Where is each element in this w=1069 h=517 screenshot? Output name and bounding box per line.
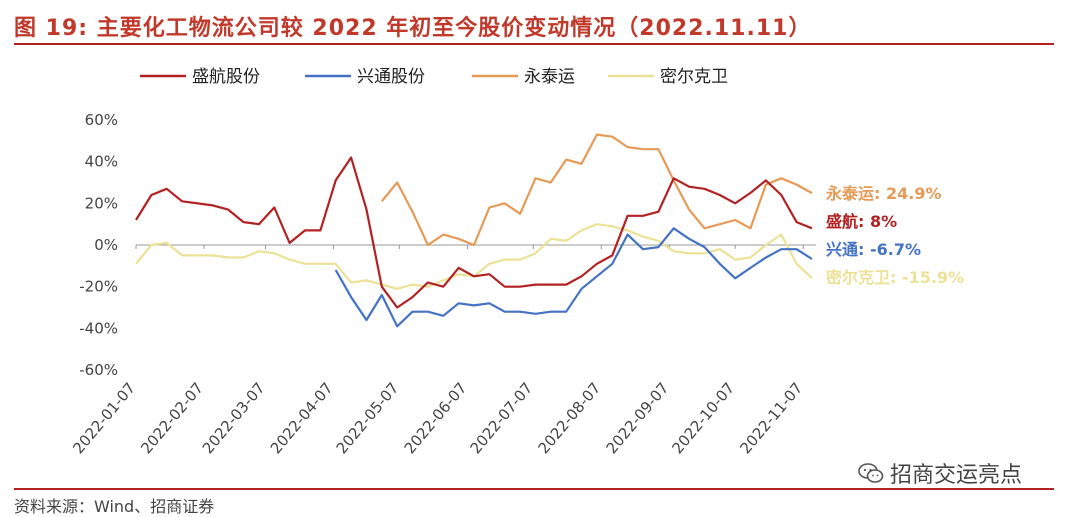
- series-line: [135, 156, 813, 309]
- x-tick-label: 2022-11-07: [736, 379, 806, 457]
- title-divider: [14, 43, 1054, 45]
- x-tick-label: 2022-03-07: [199, 379, 269, 457]
- legend-label: 盛航股份: [192, 67, 260, 87]
- x-tick-label: 2022-04-07: [267, 379, 337, 457]
- series-line: [380, 133, 813, 247]
- legend-label: 兴通股份: [357, 67, 425, 87]
- series-line: [334, 227, 813, 328]
- y-tick-label: 40%: [85, 153, 118, 171]
- x-tick-label: 2022-06-07: [401, 379, 471, 457]
- y-axis: 60% 40% 20% 0% -20% -40% -60%: [79, 111, 118, 379]
- y-tick-label: 20%: [85, 194, 118, 212]
- x-tick-label: 2022-09-07: [603, 379, 673, 457]
- x-tick-label: 2022-08-07: [535, 379, 605, 457]
- x-tick-label: 2022-02-07: [137, 379, 207, 457]
- wechat-icon: [858, 463, 884, 483]
- x-axis: 2022-01-072022-02-072022-03-072022-04-07…: [69, 244, 816, 457]
- chart-legend: 盛航股份 兴通股份 永泰运 密尔克卫: [140, 67, 728, 87]
- y-tick-label: -40%: [79, 319, 118, 337]
- source-note: 资料来源：Wind、招商证券: [14, 497, 215, 516]
- legend-label: 永泰运: [524, 67, 575, 87]
- footer-divider: [14, 488, 1054, 490]
- end-value-annotations: 永泰运: 24.9% 盛航: 8% 兴通: -6.7% 密尔克卫: -15.9%: [825, 184, 964, 287]
- legend-label: 密尔克卫: [660, 67, 728, 87]
- series-lines: [135, 133, 813, 328]
- x-tick-label: 2022-07-07: [466, 379, 536, 457]
- y-tick-label: 0%: [94, 236, 118, 254]
- line-chart: 盛航股份 兴通股份 永泰运 密尔克卫 60%40%20%0%-20%-40%-60% …: [69, 67, 964, 457]
- watermark-text: 招商交运亮点: [890, 463, 1023, 488]
- annotation-label: 密尔克卫: -15.9%: [825, 268, 964, 287]
- x-tick-label: 2022-10-07: [668, 379, 738, 457]
- x-tick-label: 2022-05-07: [333, 379, 403, 457]
- figure-title: 图 19: 主要化工物流公司较 2022 年初至今股价变动情况（2022.11.…: [14, 16, 812, 41]
- y-tick-label: -20%: [79, 278, 118, 296]
- annotation-label: 永泰运: 24.9%: [825, 184, 941, 203]
- x-tick-label: 2022-01-07: [69, 379, 139, 457]
- y-tick-label: 60%: [85, 111, 118, 129]
- y-tick-label: -60%: [79, 361, 118, 379]
- series-line: [135, 223, 813, 290]
- watermark: 招商交运亮点: [858, 457, 1022, 489]
- annotation-label: 兴通: -6.7%: [826, 240, 921, 259]
- annotation-label: 盛航: 8%: [826, 212, 897, 231]
